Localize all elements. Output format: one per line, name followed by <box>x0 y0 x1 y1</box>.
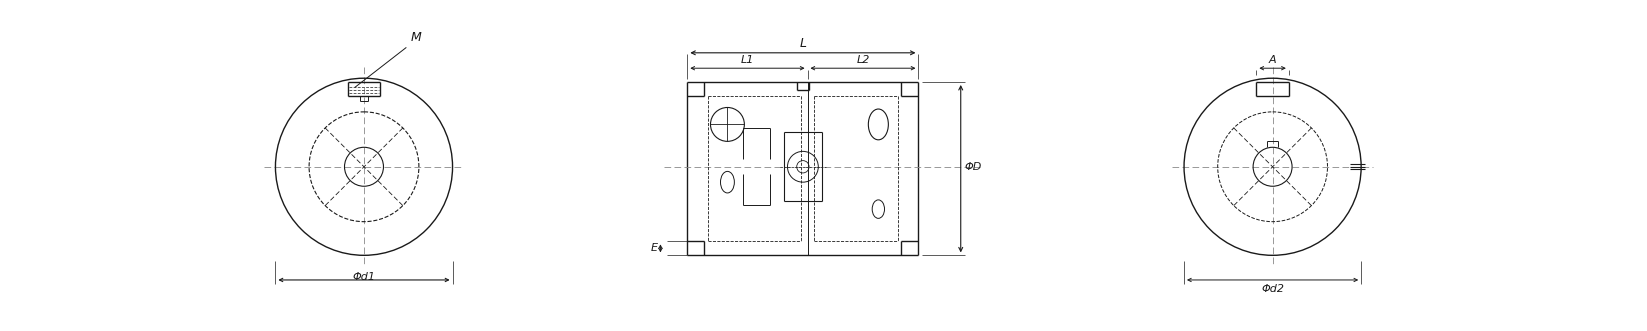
Text: M: M <box>410 30 422 44</box>
Text: Φd1: Φd1 <box>352 272 376 282</box>
Text: ΦD: ΦD <box>965 162 982 172</box>
Text: A: A <box>1268 55 1276 65</box>
Text: L: L <box>799 37 807 50</box>
Text: E: E <box>651 243 657 254</box>
Text: L1: L1 <box>741 55 754 65</box>
Text: L2: L2 <box>856 55 870 65</box>
Text: Φd2: Φd2 <box>1262 284 1285 294</box>
